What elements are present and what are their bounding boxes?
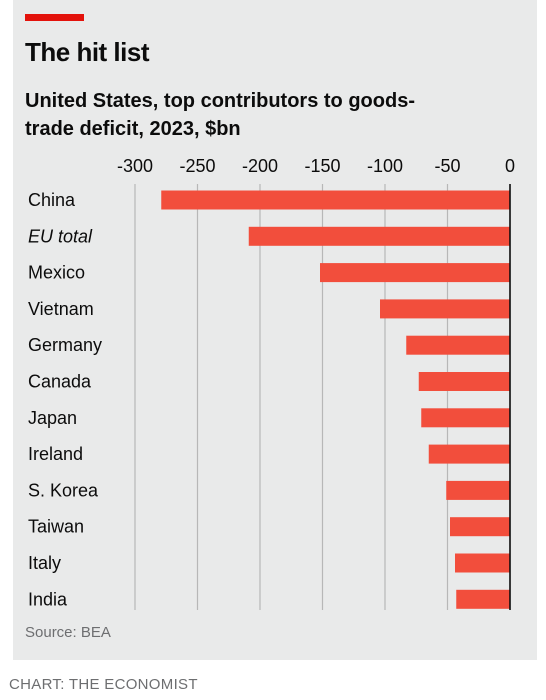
- x-tick-label: -250: [179, 156, 215, 176]
- bar: [446, 480, 510, 500]
- bar: [406, 335, 510, 355]
- category-label: EU total: [28, 226, 93, 246]
- category-label: Japan: [28, 408, 77, 428]
- bar: [456, 589, 510, 609]
- chart-subtitle: United States, top contributors to goods…: [25, 90, 415, 140]
- category-label: S. Korea: [28, 480, 99, 500]
- chart-title: The hit list: [25, 37, 150, 67]
- x-tick-label: -150: [304, 156, 340, 176]
- bar: [161, 190, 510, 210]
- x-tick-label: 0: [505, 156, 515, 176]
- bar: [320, 263, 510, 283]
- x-tick-label: -200: [242, 156, 278, 176]
- chart-credit: CHART: THE ECONOMIST: [9, 676, 198, 693]
- category-label: Germany: [28, 335, 102, 355]
- category-label: Canada: [28, 372, 92, 392]
- category-label: China: [28, 190, 76, 210]
- bar: [418, 372, 510, 391]
- category-label: Mexico: [28, 263, 85, 283]
- bar: [421, 408, 510, 428]
- chart-card: The hit list United States, top contribu…: [13, 0, 537, 660]
- category-label: Ireland: [28, 444, 83, 464]
- chart-source: Source: BEA: [25, 624, 111, 641]
- accent-bar: [25, 14, 84, 21]
- x-tick-label: -100: [367, 156, 403, 176]
- category-label: India: [28, 589, 68, 609]
- bar: [455, 553, 510, 573]
- bar: [428, 444, 510, 464]
- category-label: Italy: [28, 553, 61, 573]
- x-tick-label: -50: [434, 156, 460, 176]
- x-tick-label: -300: [117, 156, 153, 176]
- category-label: Taiwan: [28, 517, 84, 537]
- bar: [450, 517, 510, 537]
- bar: [380, 299, 510, 319]
- bar: [248, 226, 510, 246]
- category-label: Vietnam: [28, 299, 94, 319]
- bar-chart: -300 -250 -200 -150 -100 -50 0 China EU total Mex…: [28, 156, 515, 610]
